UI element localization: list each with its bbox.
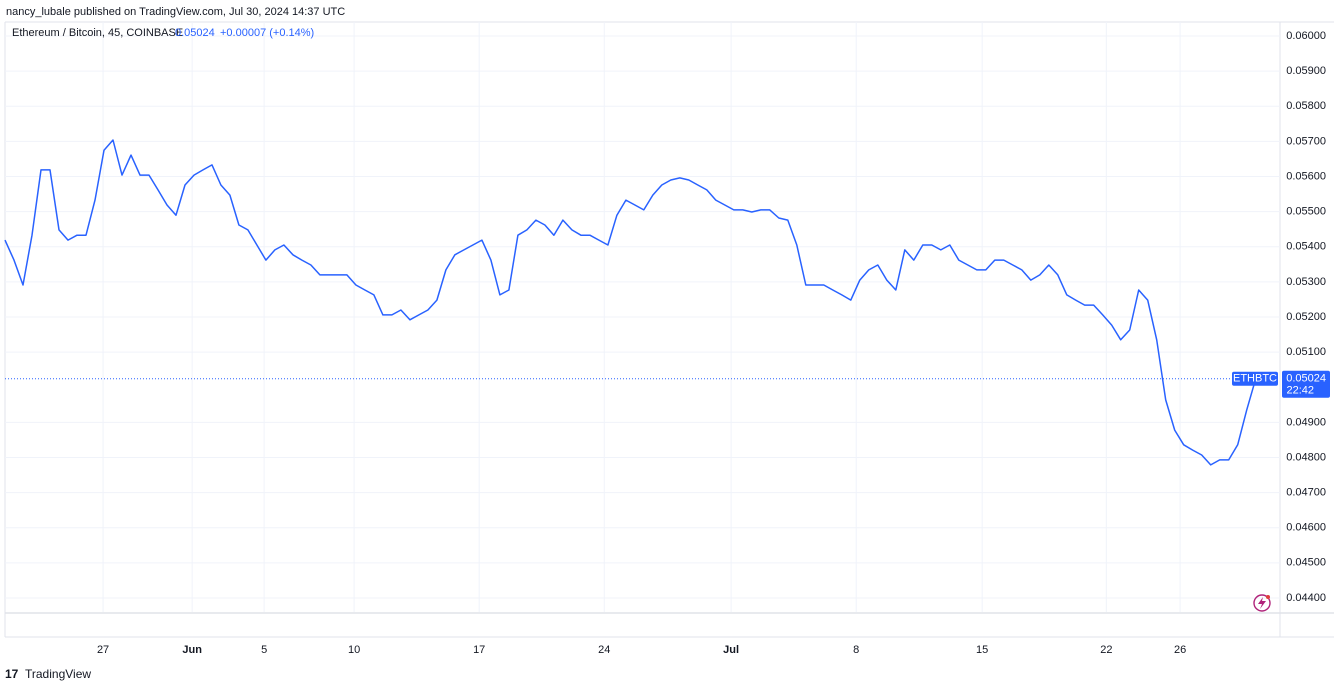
legend-title: Ethereum / Bitcoin, 45, COINBASE	[12, 27, 183, 39]
x-tick-label: Jul	[723, 644, 739, 656]
y-tick-label: 0.05100	[1286, 346, 1326, 358]
x-tick-label: 27	[97, 644, 109, 656]
x-tick-label: 26	[1174, 644, 1186, 656]
publish-note: nancy_lubale published on TradingView.co…	[6, 6, 345, 18]
x-tick-label: 10	[348, 644, 360, 656]
symbol-tag-label: ETHBTC	[1233, 373, 1277, 385]
price-tag-countdown: 22:42	[1286, 385, 1314, 397]
footer-logo: 17	[5, 667, 19, 681]
legend-price: 0.05024	[175, 27, 215, 39]
y-tick-label: 0.05700	[1286, 135, 1326, 147]
y-tick-label: 0.04900	[1286, 416, 1326, 428]
price-tag	[1282, 370, 1330, 398]
x-tick-label: Jun	[182, 644, 202, 656]
y-tick-label: 0.04400	[1286, 592, 1326, 604]
plot	[4, 139, 1280, 466]
y-tick-label: 0.05500	[1286, 206, 1326, 218]
lightning-icon	[1253, 594, 1271, 612]
y-tick-label: 0.04800	[1286, 451, 1326, 463]
footer-brand: TradingView	[25, 667, 91, 681]
x-tick-label: 5	[261, 644, 267, 656]
y-tick-label: 0.05900	[1286, 65, 1326, 77]
y-tick-label: 0.05200	[1286, 311, 1326, 323]
svg-text:17: 17	[5, 667, 19, 681]
price-line	[4, 139, 1257, 466]
grid	[5, 22, 1280, 612]
x-tick-label: 24	[598, 644, 610, 656]
y-tick-label: 0.04600	[1286, 522, 1326, 534]
y-tick-label: 0.06000	[1286, 30, 1326, 42]
x-tick-label: 15	[976, 644, 988, 656]
y-tick-label: 0.05600	[1286, 170, 1326, 182]
x-tick-label: 22	[1100, 644, 1112, 656]
y-tick-label: 0.05800	[1286, 100, 1326, 112]
x-tick-label: 17	[473, 644, 485, 656]
symbol-tag	[1232, 371, 1278, 386]
y-tick-label: 0.05400	[1286, 241, 1326, 253]
y-tick-label: 0.05300	[1286, 276, 1326, 288]
y-tick-label: 0.04500	[1286, 557, 1326, 569]
y-tick-label: 0.04700	[1286, 487, 1326, 499]
price-tag-value: 0.05024	[1286, 373, 1326, 385]
x-tick-label: 8	[853, 644, 859, 656]
legend-change: +0.00007 (+0.14%)	[220, 27, 314, 39]
